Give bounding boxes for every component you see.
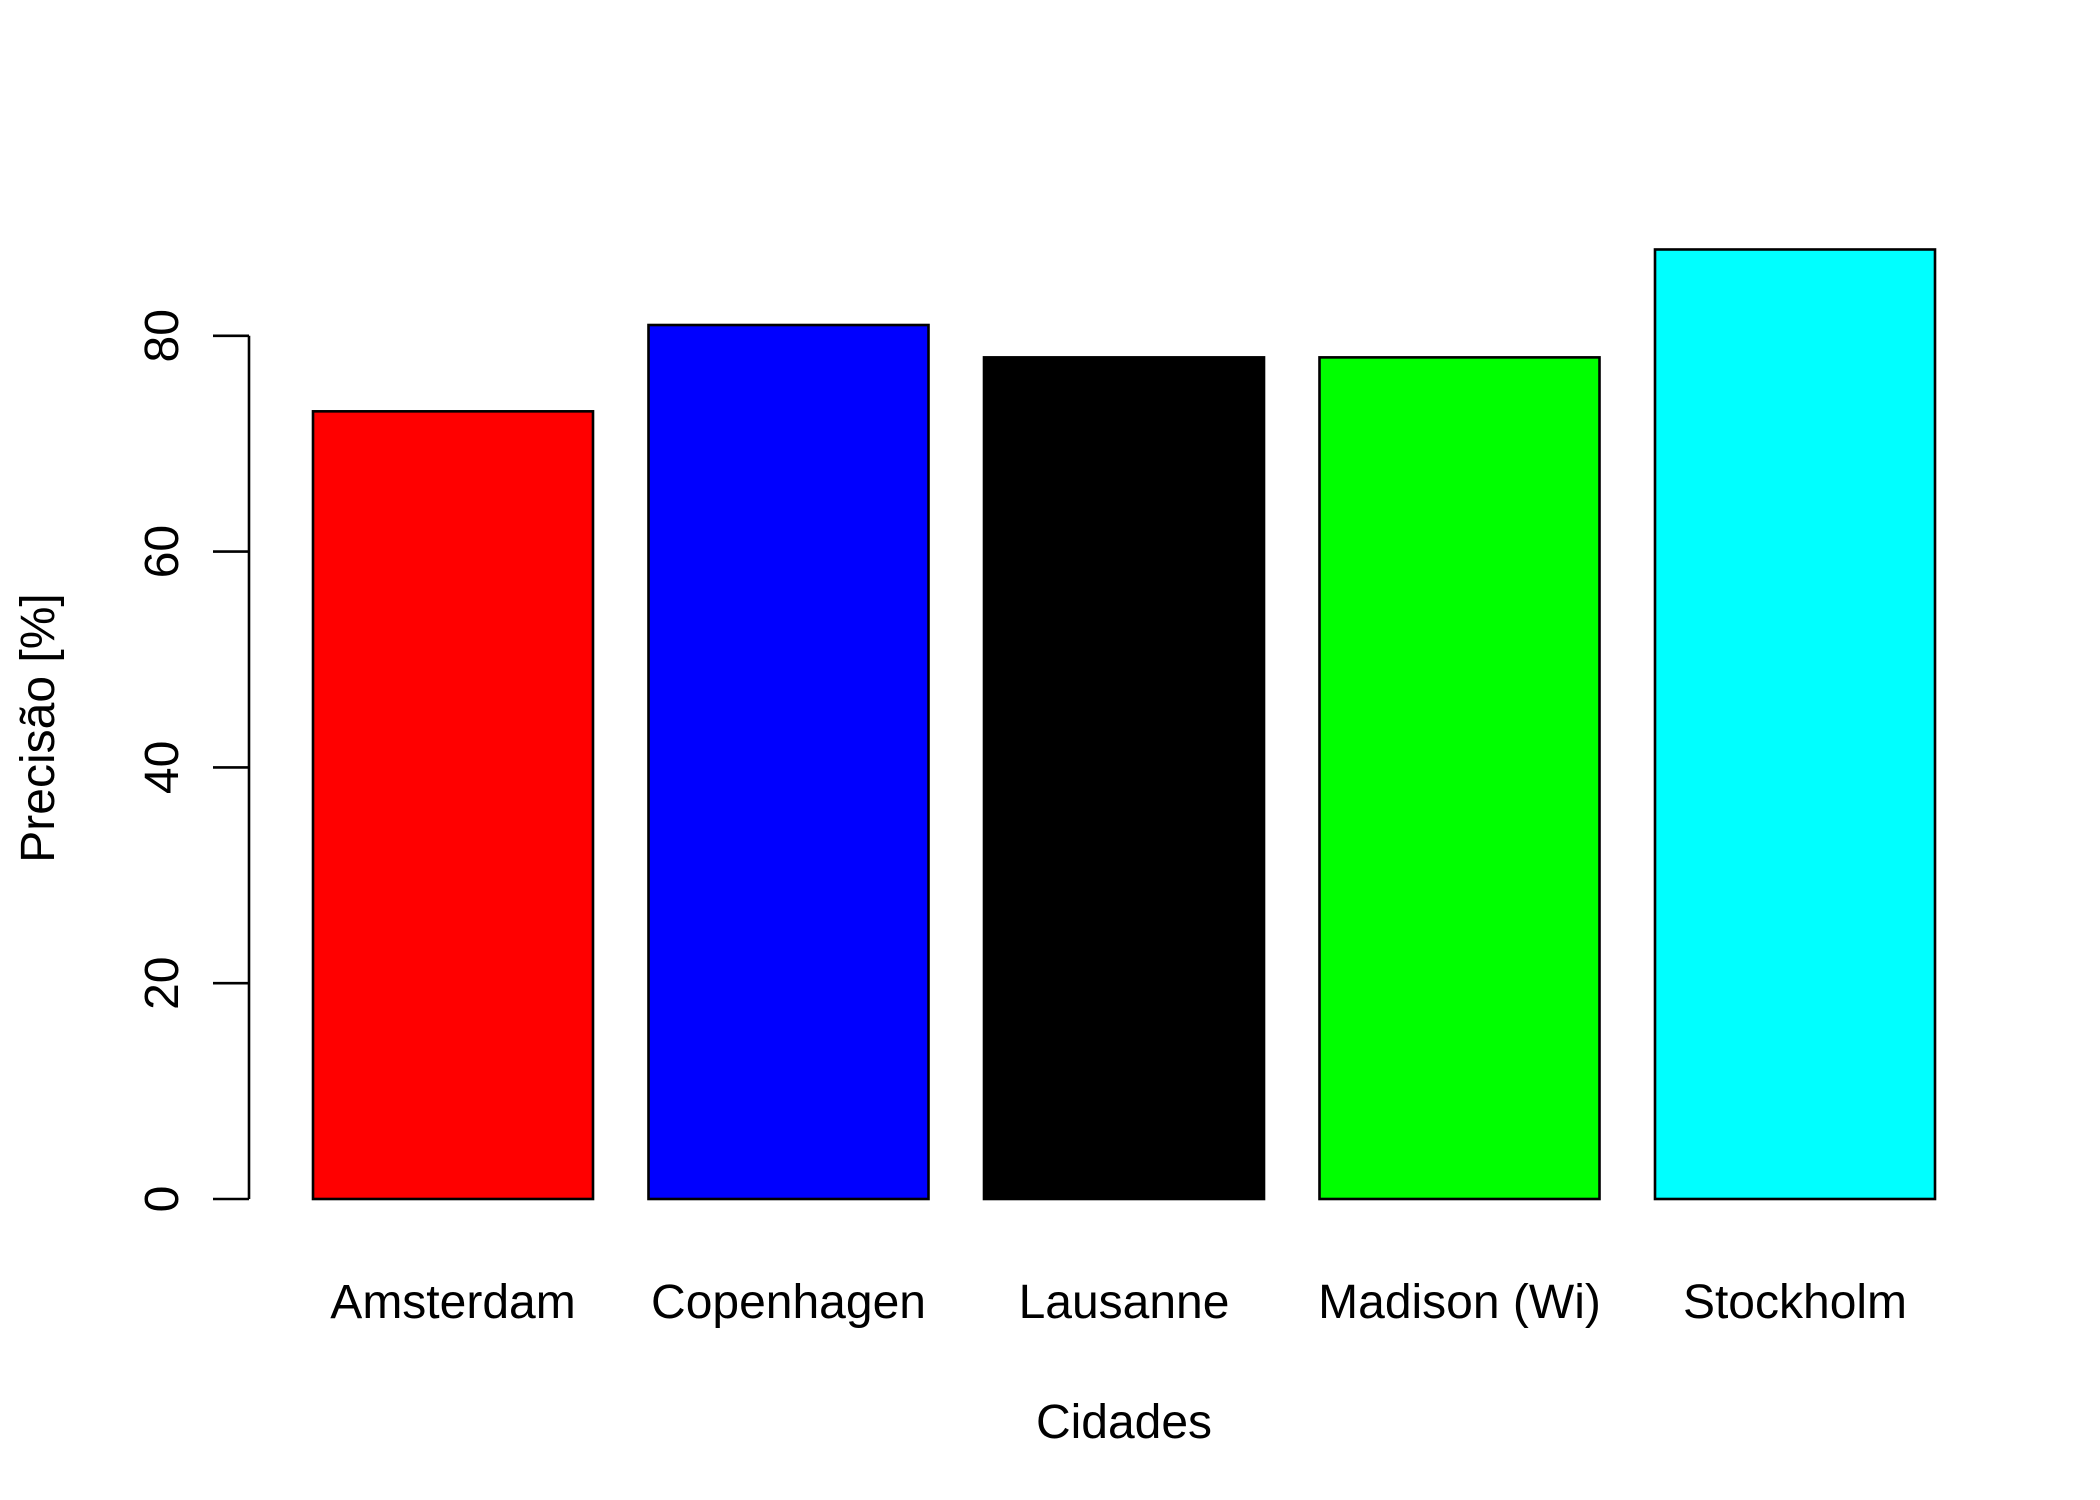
bar-amsterdam: [311, 410, 595, 1201]
x-tick-label: Copenhagen: [651, 1276, 926, 1329]
y-tick-label: 40: [136, 741, 189, 794]
y-tick-label: 60: [136, 525, 189, 578]
bar-madison-wi: [1318, 356, 1601, 1201]
bar-copenhagen: [647, 323, 930, 1201]
x-category-labels: Amsterdam Copenhagen Lausanne Madison (Wi) S…: [330, 1276, 1907, 1329]
x-axis-title: Cidades: [1036, 1396, 1212, 1449]
y-ticks: 0 20 40 60 80: [136, 309, 249, 1212]
x-tick-label: Amsterdam: [330, 1276, 575, 1329]
y-axis-title: Precisão [%]: [12, 593, 65, 862]
y-tick-label: 80: [136, 309, 189, 362]
bar-lausanne: [982, 356, 1266, 1201]
x-tick-label: Lausanne: [1019, 1276, 1230, 1329]
x-tick-label: Stockholm: [1683, 1276, 1907, 1329]
y-tick-label: 20: [136, 957, 189, 1010]
bars: [311, 248, 1937, 1201]
x-tick-label: Madison (Wi): [1318, 1276, 1601, 1329]
bar-stockholm: [1653, 248, 1937, 1201]
y-tick-label: 0: [136, 1186, 189, 1213]
